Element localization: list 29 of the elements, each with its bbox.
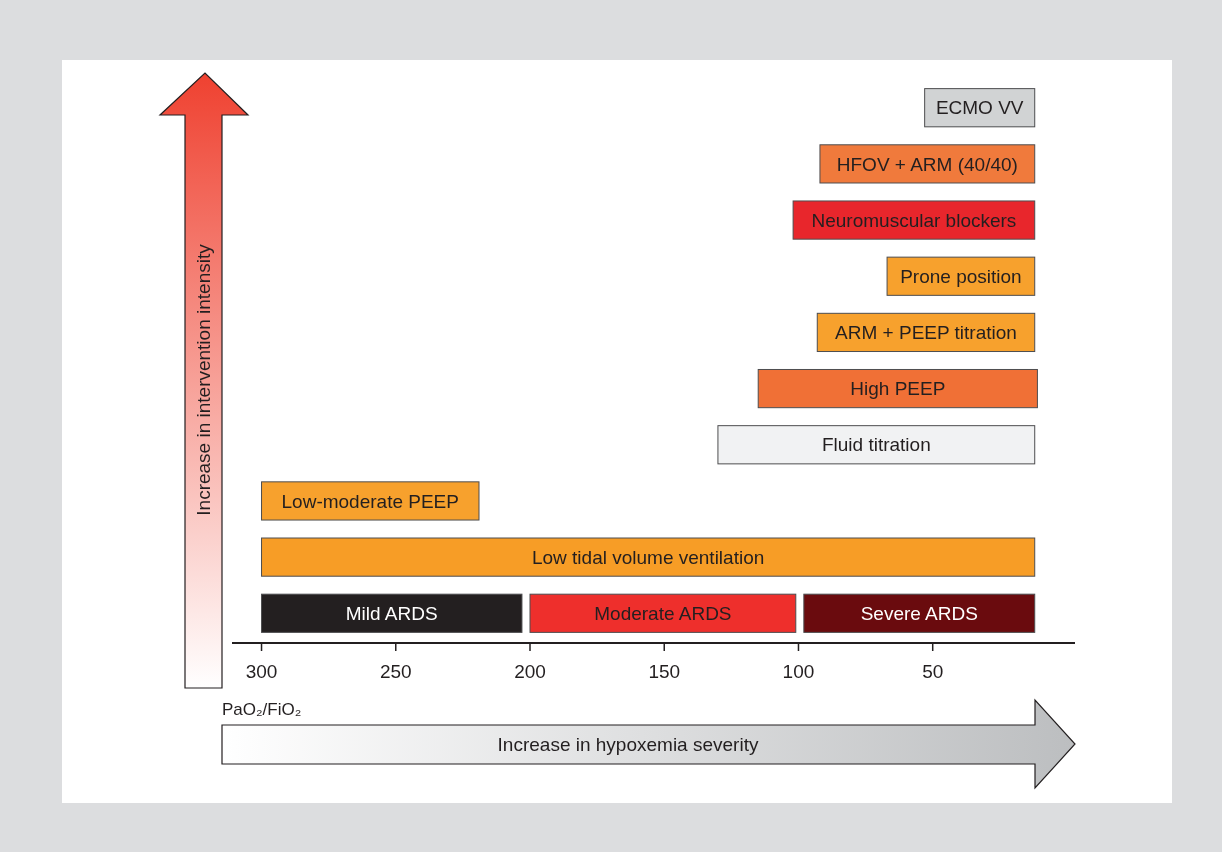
text: Increase in hypoxemia severity: [497, 733, 759, 755]
y-axis-title: Increase in intervention intensity: [193, 243, 214, 516]
y-tick-label: Prone position: [900, 265, 1022, 287]
bar: [261, 481, 480, 521]
x-axis-title: PaO₂/FiO₂: [222, 700, 302, 719]
series-label: Moderate ARDS: [594, 602, 732, 624]
y-tick-label: Low tidal volume ventilation: [531, 546, 765, 568]
y-tick-label: Neuromuscular blockers: [811, 209, 1017, 231]
x-tick-label: 250: [379, 661, 412, 682]
bar: [757, 368, 1038, 409]
y-tick-label: HFOV + ARM (40/40): [836, 153, 1018, 175]
x-tick-label: 200: [514, 661, 546, 682]
bar: [261, 593, 523, 633]
bar: [803, 593, 1036, 633]
y-tick-label: Low-moderate PEEP: [281, 490, 459, 512]
y-tick-label: High PEEP: [850, 378, 946, 400]
y-tick-label: Fluid titration: [821, 434, 931, 456]
x-tick-label: 300: [245, 661, 278, 682]
y-tick-label: ARM + PEEP titration: [835, 322, 1017, 344]
series-label: Mild ARDS: [345, 602, 438, 624]
x-tick-label: 150: [648, 661, 681, 682]
bar: [529, 593, 797, 633]
bar: [886, 256, 1036, 296]
y-tick-label: ECMO VV: [935, 97, 1024, 119]
x-tick-label: 50: [922, 661, 944, 682]
series-label: Severe ARDS: [860, 602, 978, 624]
x-tick-label: 100: [782, 661, 815, 682]
bar: [717, 425, 1036, 465]
bar: [261, 537, 1036, 577]
